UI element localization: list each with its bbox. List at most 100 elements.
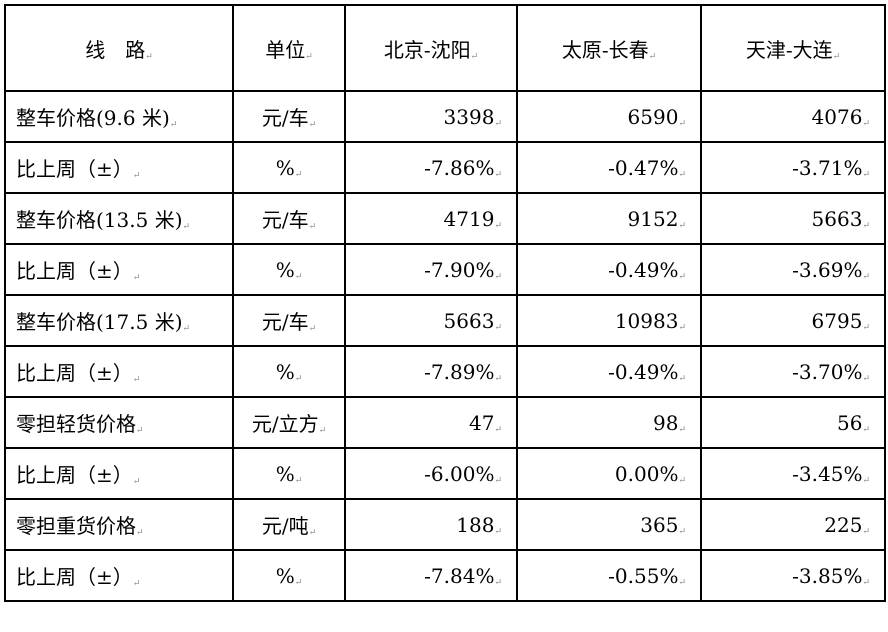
cell-taiyuan-changchun-text: -0.47% bbox=[608, 156, 686, 180]
cell-beijing-shenyang: -7.86% bbox=[344, 141, 518, 194]
row-unit-text: 元/车 bbox=[262, 208, 316, 232]
cell-beijing-shenyang: 4719 bbox=[344, 192, 518, 245]
cell-beijing-shenyang-text: -7.84% bbox=[424, 564, 502, 588]
cell-tianjin-dalian: -3.45% bbox=[700, 447, 886, 500]
row-label-text: 比上周（±） bbox=[16, 259, 140, 283]
cell-beijing-shenyang-text: 5663 bbox=[444, 309, 502, 333]
cell-beijing-shenyang-text: 47 bbox=[469, 411, 502, 435]
header-tianjin-dalian-text: 天津-大连 bbox=[746, 38, 840, 62]
header-taiyuan-changchun: 太原-长春 bbox=[516, 4, 702, 92]
cell-beijing-shenyang-text: 4719 bbox=[444, 207, 502, 231]
row-label-text: 比上周（±） bbox=[16, 361, 140, 385]
row-label: 零担轻货价格 bbox=[4, 396, 234, 449]
cell-tianjin-dalian-text: -3.70% bbox=[792, 360, 870, 384]
row-unit: % bbox=[232, 141, 346, 194]
cell-beijing-shenyang: -7.90% bbox=[344, 243, 518, 296]
row-unit: 元/车 bbox=[232, 192, 346, 245]
row-label-text: 整车价格(9.6 米) bbox=[16, 106, 177, 130]
cell-taiyuan-changchun: -0.47% bbox=[516, 141, 702, 194]
cell-beijing-shenyang-text: 3398 bbox=[444, 105, 502, 129]
row-label-text: 整车价格(13.5 米) bbox=[16, 208, 190, 232]
row-unit: 元/车 bbox=[232, 90, 346, 143]
row-label: 比上周（±） bbox=[4, 243, 234, 296]
row-unit-text: % bbox=[276, 156, 303, 180]
header-unit: 单位 bbox=[232, 4, 346, 92]
table-row: 比上周（±）% -6.00% 0.00% -3.45% bbox=[4, 447, 886, 500]
row-label: 比上周（±） bbox=[4, 345, 234, 398]
header-beijing-shenyang: 北京-沈阳 bbox=[344, 4, 518, 92]
cell-taiyuan-changchun-text: -0.49% bbox=[608, 258, 686, 282]
row-unit-text: 元/车 bbox=[262, 310, 316, 334]
row-unit: % bbox=[232, 447, 346, 500]
cell-taiyuan-changchun-text: 6590 bbox=[628, 105, 686, 129]
table-row: 零担重货价格 元/吨 188 365 225 bbox=[4, 498, 886, 551]
cell-taiyuan-changchun: 0.00% bbox=[516, 447, 702, 500]
cell-taiyuan-changchun: -0.49% bbox=[516, 243, 702, 296]
freight-price-table: 线 路 单位 北京-沈阳 太原-长春 天津-大连 整车价格(9.6 米) 元/车 3… bbox=[4, 4, 886, 602]
cell-tianjin-dalian: 6795 bbox=[700, 294, 886, 347]
cell-taiyuan-changchun: -0.55% bbox=[516, 549, 702, 602]
table-row: 整车价格(17.5 米) 元/车 5663 10983 6795 bbox=[4, 294, 886, 347]
row-label-text: 比上周（±） bbox=[16, 565, 140, 589]
table-row: 比上周（±）% -7.89% -0.49% -3.70% bbox=[4, 345, 886, 398]
header-beijing-shenyang-text: 北京-沈阳 bbox=[384, 38, 478, 62]
cell-beijing-shenyang: -7.84% bbox=[344, 549, 518, 602]
cell-tianjin-dalian-text: 225 bbox=[824, 513, 870, 537]
header-taiyuan-changchun-text: 太原-长春 bbox=[562, 38, 656, 62]
table-row: 整车价格(9.6 米) 元/车 3398 6590 4076 bbox=[4, 90, 886, 143]
cell-beijing-shenyang: 47 bbox=[344, 396, 518, 449]
cell-tianjin-dalian-text: -3.71% bbox=[792, 156, 870, 180]
cell-taiyuan-changchun-text: 10983 bbox=[615, 309, 686, 333]
cell-tianjin-dalian-text: 4076 bbox=[812, 105, 870, 129]
cell-tianjin-dalian-text: 5663 bbox=[812, 207, 870, 231]
row-unit: 元/车 bbox=[232, 294, 346, 347]
row-label-text: 比上周（±） bbox=[16, 157, 140, 181]
cell-taiyuan-changchun: 10983 bbox=[516, 294, 702, 347]
cell-taiyuan-changchun-text: -0.55% bbox=[608, 564, 686, 588]
row-label-text: 比上周（±） bbox=[16, 463, 140, 487]
cell-beijing-shenyang-text: 188 bbox=[456, 513, 502, 537]
cell-tianjin-dalian-text: -3.45% bbox=[792, 462, 870, 486]
cell-tianjin-dalian-text: 56 bbox=[837, 411, 870, 435]
row-label: 整车价格(17.5 米) bbox=[4, 294, 234, 347]
cell-beijing-shenyang: 188 bbox=[344, 498, 518, 551]
table-row: 比上周（±）% -7.90% -0.49% -3.69% bbox=[4, 243, 886, 296]
cell-tianjin-dalian-text: 6795 bbox=[812, 309, 870, 333]
cell-beijing-shenyang-text: -7.86% bbox=[424, 156, 502, 180]
row-unit-text: 元/吨 bbox=[262, 514, 316, 538]
cell-tianjin-dalian-text: -3.69% bbox=[792, 258, 870, 282]
cell-tianjin-dalian: 5663 bbox=[700, 192, 886, 245]
row-unit: % bbox=[232, 549, 346, 602]
row-unit-text: 元/立方 bbox=[252, 412, 326, 436]
cell-taiyuan-changchun: 6590 bbox=[516, 90, 702, 143]
cell-beijing-shenyang-text: -6.00% bbox=[424, 462, 502, 486]
cell-taiyuan-changchun: 9152 bbox=[516, 192, 702, 245]
row-label: 整车价格(9.6 米) bbox=[4, 90, 234, 143]
row-label: 比上周（±） bbox=[4, 549, 234, 602]
cell-beijing-shenyang: 3398 bbox=[344, 90, 518, 143]
cell-taiyuan-changchun-text: 98 bbox=[653, 411, 686, 435]
row-label: 整车价格(13.5 米) bbox=[4, 192, 234, 245]
table-row: 比上周（±）% -7.86% -0.47% -3.71% bbox=[4, 141, 886, 194]
row-unit: % bbox=[232, 345, 346, 398]
header-tianjin-dalian: 天津-大连 bbox=[700, 4, 886, 92]
cell-beijing-shenyang-text: -7.90% bbox=[424, 258, 502, 282]
table-row: 整车价格(13.5 米) 元/车 4719 9152 5663 bbox=[4, 192, 886, 245]
table-row: 零担轻货价格 元/立方 47 98 56 bbox=[4, 396, 886, 449]
row-label-text: 零担轻货价格 bbox=[16, 412, 144, 436]
cell-tianjin-dalian: -3.70% bbox=[700, 345, 886, 398]
cell-tianjin-dalian: 225 bbox=[700, 498, 886, 551]
header-route-text: 线 路 bbox=[85, 38, 153, 62]
row-label: 零担重货价格 bbox=[4, 498, 234, 551]
row-label: 比上周（±） bbox=[4, 141, 234, 194]
row-unit-text: % bbox=[276, 258, 303, 282]
row-label-text: 整车价格(17.5 米) bbox=[16, 310, 190, 334]
table-row: 比上周（±）% -7.84% -0.55% -3.85% bbox=[4, 549, 886, 602]
row-unit: % bbox=[232, 243, 346, 296]
row-unit-text: % bbox=[276, 360, 303, 384]
cell-tianjin-dalian: -3.85% bbox=[700, 549, 886, 602]
cell-beijing-shenyang: -6.00% bbox=[344, 447, 518, 500]
header-row: 线 路 单位 北京-沈阳 太原-长春 天津-大连 bbox=[4, 4, 886, 92]
row-unit-text: 元/车 bbox=[262, 106, 316, 130]
cell-taiyuan-changchun: -0.49% bbox=[516, 345, 702, 398]
